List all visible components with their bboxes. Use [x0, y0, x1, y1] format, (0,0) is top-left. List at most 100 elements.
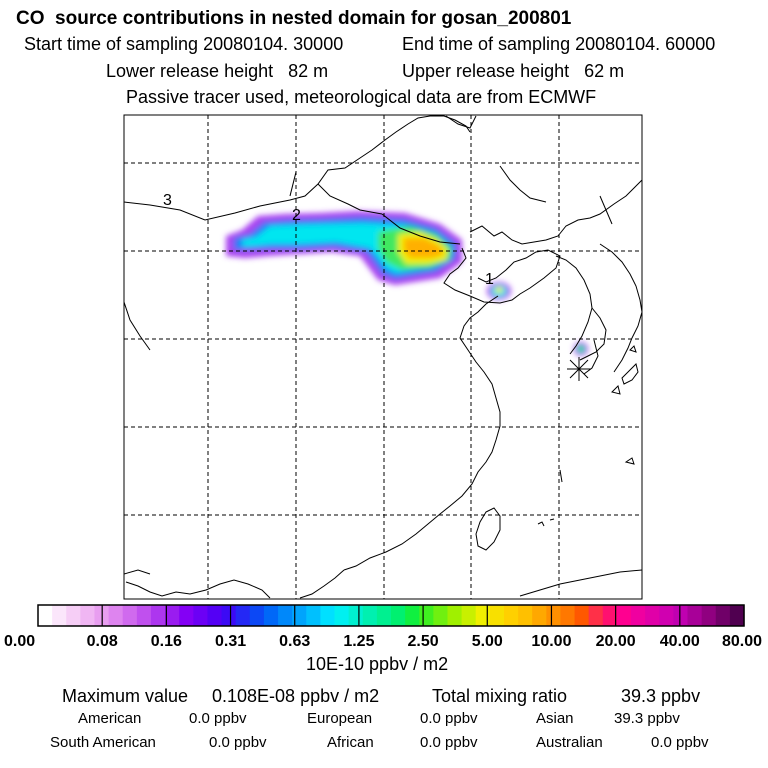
colorbar-cell — [405, 605, 420, 626]
colorbar-cell — [659, 605, 674, 626]
plume-small-2-cyan — [577, 345, 585, 353]
colorbar-cell — [631, 605, 646, 626]
colorbar-tick-label: 20.00 — [596, 633, 636, 650]
plume-small-1-yellow — [495, 287, 503, 293]
source-label-3: 3 — [163, 192, 172, 209]
map-grid — [124, 115, 642, 599]
colorbar-cell — [38, 605, 53, 626]
colorbar-cell — [391, 605, 406, 626]
colorbar-cell — [249, 605, 265, 626]
source-label-2: 2 — [292, 207, 301, 224]
south-american-value: 0.0 ppbv — [209, 734, 267, 751]
colorbar-cell — [136, 605, 152, 626]
colorbar-cell — [80, 605, 96, 626]
colorbar-cell — [532, 605, 547, 626]
colorbar-tick-labels: 0.00 0.08 0.16 0.31 0.63 1.25 2.50 5.00 10.00 20.… — [4, 633, 762, 650]
colorbar-cell — [52, 605, 67, 626]
colorbar-cell — [292, 605, 307, 626]
african-value: 0.0 ppbv — [420, 734, 478, 751]
colorbar-cell — [278, 605, 293, 626]
colorbar-unit: 10E-10 ppbv / m2 — [306, 654, 449, 674]
colorbar-tick-label: 0.63 — [279, 633, 310, 650]
colorbar-cell — [235, 605, 251, 626]
total-mixing-value: 39.3 ppbv — [621, 686, 701, 706]
colorbar-cell — [475, 605, 491, 626]
colorbar-cell — [263, 605, 279, 626]
colorbar-cell — [433, 605, 449, 626]
colorbar-cell — [66, 605, 81, 626]
coastlines — [124, 115, 642, 599]
colorbar-frame — [37, 604, 745, 627]
european-label: European — [307, 710, 373, 727]
lower-release-height-text: Lower release height 82 m — [106, 61, 329, 81]
plume-orange — [404, 238, 444, 258]
american-label: American — [78, 710, 142, 727]
african-label: African — [327, 734, 374, 751]
colorbar-cell — [673, 605, 689, 626]
tracer-note-text: Passive tracer used, meteorological data… — [126, 87, 597, 107]
colorbar-cell — [461, 605, 477, 626]
australian-label: Australian — [536, 734, 603, 751]
colorbar-cell — [602, 605, 618, 626]
max-value: 0.108E-08 ppbv / m2 — [212, 686, 380, 706]
colorbar-cell — [503, 605, 519, 626]
colorbar-cell — [447, 605, 463, 626]
colorbar-cell — [546, 605, 562, 626]
start-time-text: Start time of sampling 20080104. 30000 — [24, 34, 344, 54]
colorbar-cell — [362, 605, 378, 626]
colorbar-tick-label: 80.00 — [722, 633, 762, 650]
colorbar-cell — [207, 605, 223, 626]
colorbar-cell — [616, 605, 632, 626]
colorbar-cell — [560, 605, 576, 626]
american-value: 0.0 ppbv — [189, 710, 247, 727]
colorbar-cell — [320, 605, 336, 626]
colorbar-cell — [306, 605, 321, 626]
colorbar-cell — [645, 605, 660, 626]
colorbar-tick-label: 2.50 — [408, 633, 439, 650]
max-value-label: Maximum value — [62, 686, 189, 706]
colorbar-cell — [419, 605, 434, 626]
total-mixing-label: Total mixing ratio — [432, 686, 568, 706]
colorbar-cell — [729, 605, 745, 626]
colorbar-cell — [179, 605, 194, 626]
colorbar-cell — [108, 605, 124, 626]
colorbar-cell — [574, 605, 590, 626]
colorbar-dividers — [101, 605, 681, 626]
colorbar-cell — [122, 605, 138, 626]
colorbar-cell — [489, 605, 505, 626]
colorbar-tick-label: 5.00 — [472, 633, 503, 650]
upper-release-height-text: Upper release height 62 m — [402, 61, 625, 81]
australian-value: 0.0 ppbv — [651, 734, 709, 751]
asian-label: Asian — [536, 710, 574, 727]
colorbar-cell — [150, 605, 166, 626]
colorbar-cell — [376, 605, 392, 626]
colorbar-tick-label: 0.08 — [87, 633, 118, 650]
colorbar-tick-label: 40.00 — [660, 633, 700, 650]
end-time-text: End time of sampling 20080104. 60000 — [402, 34, 716, 54]
colorbar-tick-label: 0.31 — [215, 633, 246, 650]
plume-layer — [124, 115, 642, 599]
south-american-label: South American — [50, 734, 156, 751]
colorbar-tick-label: 1.25 — [343, 633, 374, 650]
colorbar-cell — [334, 605, 350, 626]
source-label-1: 1 — [485, 271, 494, 288]
map-frame — [123, 114, 643, 600]
asian-value: 39.3 ppbv — [614, 710, 680, 727]
receptor-star-icon — [567, 357, 591, 381]
colorbar-cell — [687, 605, 703, 626]
colorbar-tick-label: 0.16 — [151, 633, 182, 650]
colorbar-tick-label: 10.00 — [531, 633, 571, 650]
page-title: CO source contributions in nested domain… — [16, 8, 572, 29]
european-value: 0.0 ppbv — [420, 710, 478, 727]
colorbar-cell — [518, 605, 533, 626]
colorbar-cell — [715, 605, 731, 626]
colorbar-cell — [165, 605, 180, 626]
colorbar-cell — [701, 605, 717, 626]
colorbar-cells — [38, 605, 745, 626]
colorbar-cell — [348, 605, 364, 626]
colorbar-cell — [193, 605, 209, 626]
colorbar-tick-label: 0.00 — [4, 633, 35, 650]
colorbar-cell — [221, 605, 237, 626]
